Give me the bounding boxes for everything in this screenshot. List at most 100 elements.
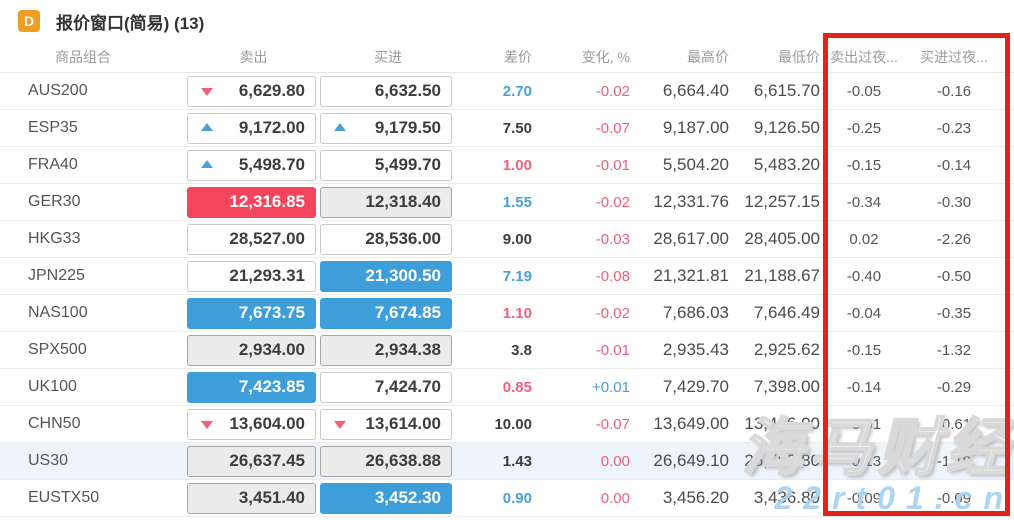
table-row-ger30[interactable]: GER30 12,316.85 12,318.40 1.55 -0.02 12,… — [0, 184, 1014, 221]
buy-price-button[interactable]: 12,318.40 — [320, 186, 452, 218]
change-percent-value: -0.02 — [595, 304, 630, 322]
sell-overnight-value: -0.15 — [846, 156, 882, 174]
table-row-nas100[interactable]: NAS100 7,673.75 7,674.85 1.10 -0.02 7,68… — [0, 295, 1014, 332]
buy-price-button[interactable]: 2,934.38 — [320, 334, 452, 366]
sell-price-value: 5,498.70 — [238, 155, 305, 174]
window-app-icon: D — [18, 10, 40, 32]
low-price-value: 2,925.62 — [753, 340, 820, 359]
buy-price-value: 7,674.85 — [374, 303, 441, 322]
spread-value: 1.43 — [502, 452, 532, 470]
product-label: NAS100 — [28, 304, 88, 321]
header-product[interactable]: 商品组合 — [55, 49, 111, 65]
trend-arrow-icon — [334, 421, 346, 429]
high-price-value: 7,429.70 — [662, 377, 729, 396]
low-price-value: 5,483.20 — [753, 155, 820, 174]
sell-price-button[interactable]: 3,451.40 — [187, 482, 316, 514]
sell-price-button[interactable]: 2,934.00 — [187, 334, 316, 366]
table-row-fra40[interactable]: FRA40 5,498.70 5,499.70 1.00 -0.01 5,504… — [0, 147, 1014, 184]
spread-value: 0.85 — [502, 378, 532, 396]
change-percent-value: -0.01 — [595, 156, 630, 174]
low-price-value: 7,646.49 — [753, 303, 820, 322]
header-sell[interactable]: 卖出 — [239, 49, 268, 65]
buy-price-button[interactable]: 28,536.00 — [320, 223, 452, 255]
table-row-jpn225[interactable]: JPN225 21,293.31 21,300.50 7.19 -0.08 21… — [0, 258, 1014, 295]
high-price-value: 2,935.43 — [662, 340, 729, 359]
buy-price-button[interactable]: 13,614.00 — [320, 408, 452, 440]
spread-value: 2.70 — [502, 82, 532, 100]
sell-price-button[interactable]: 7,673.75 — [187, 297, 316, 329]
buy-price-button[interactable]: 7,674.85 — [320, 297, 452, 329]
buy-overnight-value: -0.30 — [936, 193, 972, 211]
high-price-value: 13,649.00 — [653, 414, 729, 433]
table-row-hkg33[interactable]: HKG33 28,527.00 28,536.00 9.00 -0.03 28,… — [0, 221, 1014, 258]
buy-price-value: 2,934.38 — [374, 340, 441, 359]
header-low[interactable]: 最低价 — [778, 49, 820, 65]
buy-price-button[interactable]: 7,424.70 — [320, 371, 452, 403]
buy-price-button[interactable]: 26,638.88 — [320, 445, 452, 477]
buy-price-value: 12,318.40 — [365, 192, 441, 211]
table-body: AUS200 6,629.80 6,632.50 2.70 -0.02 6,66… — [0, 73, 1014, 517]
trend-arrow-icon — [201, 160, 213, 168]
product-label: FRA40 — [28, 156, 78, 173]
sell-price-button[interactable]: 12,316.85 — [187, 186, 316, 218]
buy-price-button[interactable]: 9,179.50 — [320, 112, 452, 144]
header-high[interactable]: 最高价 — [687, 49, 729, 65]
table-row-uk100[interactable]: UK100 7,423.85 7,424.70 0.85 +0.01 7,429… — [0, 369, 1014, 406]
sell-price-button[interactable]: 7,423.85 — [187, 371, 316, 403]
sell-price-value: 2,934.00 — [238, 340, 305, 359]
sell-price-button[interactable]: 9,172.00 — [187, 112, 316, 144]
sell-overnight-value: -0.04 — [846, 304, 882, 322]
spread-value: 7.19 — [502, 267, 532, 285]
buy-price-value: 3,452.30 — [374, 488, 441, 507]
change-percent-value: -0.03 — [595, 230, 630, 248]
sell-price-button[interactable]: 6,629.80 — [187, 75, 316, 107]
header-sell-overnight[interactable]: 卖出过夜... — [830, 49, 898, 65]
buy-overnight-value: -0.23 — [936, 119, 972, 137]
low-price-value: 28,405.00 — [744, 229, 820, 248]
table-row-chn50[interactable]: CHN50 13,604.00 13,614.00 10.00 -0.07 13… — [0, 406, 1014, 443]
header-buy-overnight[interactable]: 买进过夜... — [920, 49, 988, 65]
buy-price-value: 9,179.50 — [374, 118, 441, 137]
header-spread[interactable]: 差价 — [504, 49, 532, 65]
change-percent-value: -0.07 — [595, 119, 630, 137]
sell-price-button[interactable]: 26,637.45 — [187, 445, 316, 477]
sell-price-button[interactable]: 28,527.00 — [187, 223, 316, 255]
high-price-value: 7,686.03 — [662, 303, 729, 322]
product-label: GER30 — [28, 193, 81, 210]
spread-value: 7.50 — [502, 119, 532, 137]
sell-overnight-value: -0.34 — [846, 193, 882, 211]
spread-value: 9.00 — [502, 230, 532, 248]
buy-overnight-value: -0.09 — [936, 489, 972, 507]
table-row-eustx50[interactable]: EUSTX50 3,451.40 3,452.30 0.90 0.00 3,45… — [0, 480, 1014, 517]
low-price-value: 9,126.50 — [753, 118, 820, 137]
buy-price-button[interactable]: 3,452.30 — [320, 482, 452, 514]
buy-overnight-value: -0.14 — [936, 156, 972, 174]
table-row-aus200[interactable]: AUS200 6,629.80 6,632.50 2.70 -0.02 6,66… — [0, 73, 1014, 110]
sell-overnight-value: -0.15 — [846, 341, 882, 359]
sell-price-value: 6,629.80 — [238, 81, 305, 100]
sell-price-value: 28,527.00 — [229, 229, 305, 248]
sell-overnight-value: 0.02 — [849, 230, 879, 248]
buy-price-value: 7,424.70 — [374, 377, 441, 396]
sell-overnight-value: -0.40 — [846, 267, 882, 285]
buy-overnight-value: -0.29 — [936, 378, 972, 396]
buy-price-button[interactable]: 6,632.50 — [320, 75, 452, 107]
high-price-value: 26,649.10 — [653, 451, 729, 470]
trend-arrow-icon — [334, 123, 346, 131]
sell-overnight-value: -0.14 — [846, 378, 882, 396]
header-change-percent[interactable]: 变化, % — [581, 49, 630, 65]
low-price-value: 7,398.00 — [753, 377, 820, 396]
header-buy[interactable]: 买进 — [374, 49, 402, 65]
buy-price-button[interactable]: 5,499.70 — [320, 149, 452, 181]
sell-price-button[interactable]: 21,293.31 — [187, 260, 316, 292]
table-row-esp35[interactable]: ESP35 9,172.00 9,179.50 7.50 -0.07 9,187… — [0, 110, 1014, 147]
low-price-value: 12,257.15 — [744, 192, 820, 211]
sell-price-button[interactable]: 13,604.00 — [187, 408, 316, 440]
high-price-value: 9,187.00 — [662, 118, 729, 137]
sell-price-button[interactable]: 5,498.70 — [187, 149, 316, 181]
spread-value: 10.00 — [494, 415, 532, 433]
table-row-us30[interactable]: US30 26,637.45 26,638.88 1.43 0.00 26,64… — [0, 443, 1014, 480]
low-price-value: 6,615.70 — [753, 81, 820, 100]
buy-price-button[interactable]: 21,300.50 — [320, 260, 452, 292]
table-row-spx500[interactable]: SPX500 2,934.00 2,934.38 3.8 -0.01 2,935… — [0, 332, 1014, 369]
